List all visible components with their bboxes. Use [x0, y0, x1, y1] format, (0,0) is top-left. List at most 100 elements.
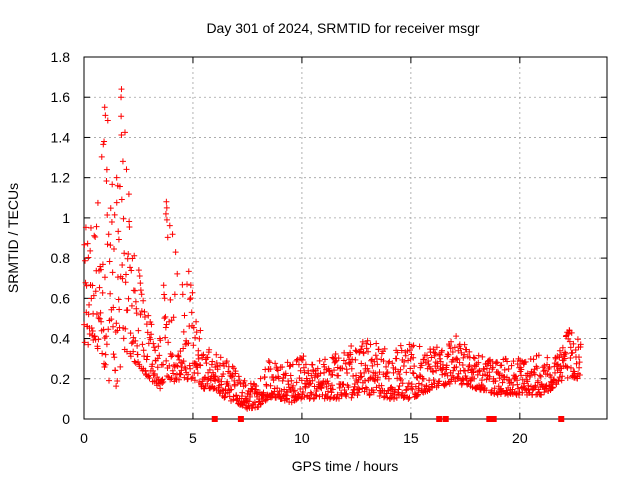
data-point	[371, 378, 378, 385]
data-point	[170, 370, 177, 377]
data-point	[92, 234, 99, 241]
data-point	[437, 358, 444, 365]
data-point	[106, 377, 112, 384]
data-point	[188, 375, 195, 382]
data-point	[485, 357, 492, 364]
baseline-marker	[490, 416, 497, 422]
data-point	[514, 360, 521, 367]
data-point	[324, 388, 331, 395]
data-point	[93, 311, 100, 318]
data-point	[126, 224, 133, 231]
data-point	[140, 297, 147, 304]
data-point	[562, 350, 569, 357]
data-point	[110, 304, 117, 311]
y-tick-label: 0	[62, 411, 70, 427]
data-point	[555, 378, 562, 385]
data-point	[103, 333, 110, 340]
data-point	[162, 324, 169, 331]
data-point	[140, 347, 147, 354]
data-point	[295, 391, 302, 398]
data-point	[148, 321, 155, 328]
data-point	[104, 117, 111, 124]
data-point	[541, 367, 548, 374]
data-point	[408, 381, 415, 388]
data-point	[100, 141, 107, 148]
data-point	[364, 365, 371, 372]
data-point	[359, 343, 366, 350]
data-point	[115, 228, 122, 235]
data-point	[341, 349, 348, 356]
y-tick-label: 1	[62, 210, 70, 226]
data-point	[574, 375, 581, 382]
data-point	[465, 363, 472, 370]
data-point	[102, 351, 109, 358]
data-point	[453, 364, 460, 371]
data-point	[432, 350, 439, 357]
data-point	[461, 341, 468, 348]
data-point	[204, 354, 211, 361]
data-point	[98, 318, 105, 325]
data-point	[216, 390, 223, 397]
x-tick-label: 20	[512, 430, 528, 446]
data-point	[536, 372, 543, 379]
data-point	[125, 250, 132, 257]
data-point	[266, 359, 273, 366]
data-point	[114, 182, 121, 189]
data-point	[407, 355, 414, 362]
data-point	[300, 353, 307, 360]
data-point	[433, 367, 440, 374]
data-point	[352, 356, 359, 363]
data-point	[430, 377, 437, 384]
data-point	[193, 318, 200, 325]
data-point	[538, 391, 545, 398]
data-point	[314, 373, 321, 380]
data-point	[82, 224, 89, 231]
data-point	[94, 199, 101, 206]
data-point	[567, 354, 574, 361]
data-point	[184, 281, 191, 288]
data-point	[566, 338, 573, 345]
data-point	[87, 247, 94, 254]
data-point	[552, 355, 559, 362]
data-point	[516, 389, 523, 396]
data-point	[508, 362, 515, 369]
data-point	[274, 367, 281, 374]
data-point	[155, 343, 162, 350]
data-point	[460, 354, 467, 361]
data-point	[105, 231, 112, 238]
data-point	[359, 338, 366, 345]
data-point	[179, 291, 186, 298]
data-point	[108, 218, 115, 225]
data-point	[124, 307, 131, 314]
data-point	[359, 385, 366, 392]
data-point	[147, 336, 154, 343]
data-point	[132, 337, 139, 344]
data-point	[530, 356, 537, 363]
data-point	[119, 158, 126, 165]
data-point	[135, 267, 142, 274]
data-point	[107, 242, 114, 249]
data-point	[130, 348, 137, 355]
data-point	[376, 392, 383, 399]
data-point	[401, 358, 408, 365]
data-point	[556, 347, 563, 354]
data-point	[416, 372, 423, 379]
data-point	[102, 112, 109, 119]
data-point	[308, 390, 315, 397]
data-point	[166, 362, 173, 369]
data-point	[361, 369, 368, 376]
data-point	[85, 254, 92, 261]
data-point	[402, 352, 409, 359]
data-point	[236, 377, 243, 384]
data-point	[110, 351, 117, 358]
data-point	[289, 361, 296, 368]
data-point	[393, 355, 400, 362]
data-point	[127, 330, 134, 337]
data-point	[358, 346, 365, 353]
data-point	[340, 381, 347, 388]
data-point	[391, 395, 398, 402]
data-point	[348, 394, 355, 401]
data-point	[489, 364, 496, 371]
data-point	[150, 340, 157, 347]
x-tick-label: 15	[403, 430, 419, 446]
